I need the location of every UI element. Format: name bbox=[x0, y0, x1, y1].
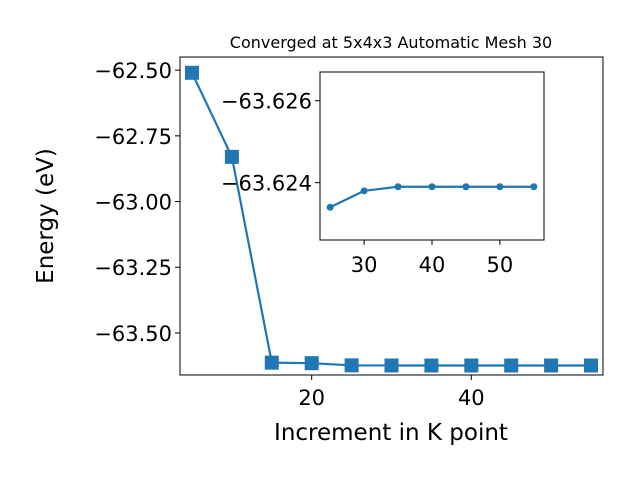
main-y-tick-label: −63.50 bbox=[94, 322, 172, 346]
x-axis-label: Increment in K point bbox=[274, 420, 508, 446]
main-data-point bbox=[424, 358, 439, 373]
main-y-tick-label: −62.75 bbox=[94, 125, 172, 149]
inset-data-point bbox=[496, 183, 504, 191]
inset-x-tick-label: 30 bbox=[351, 253, 378, 277]
main-y-tick-label: −62.50 bbox=[94, 59, 172, 83]
y-axis-label: Energy (eV) bbox=[33, 148, 59, 284]
main-y-tick-label: −63.25 bbox=[94, 256, 172, 280]
inset-axes-frame bbox=[319, 71, 545, 241]
inset-y-tick-label: −63.624 bbox=[221, 172, 312, 196]
main-data-point bbox=[184, 65, 199, 80]
main-data-point bbox=[264, 355, 279, 370]
main-x-tick-label: 40 bbox=[458, 386, 485, 410]
chart-title: Converged at 5x4x3 Automatic Mesh 30 bbox=[230, 33, 552, 52]
main-x-tick-label: 20 bbox=[298, 386, 325, 410]
main-data-point bbox=[464, 358, 479, 373]
main-data-point bbox=[224, 149, 239, 164]
main-data-point bbox=[344, 358, 359, 373]
inset-x-tick-label: 50 bbox=[487, 253, 514, 277]
inset-y-tick-label: −63.626 bbox=[221, 90, 312, 114]
main-data-point bbox=[504, 358, 519, 373]
inset-data-point bbox=[462, 183, 470, 191]
main-data-point bbox=[304, 356, 319, 371]
main-y-tick-label: −63.00 bbox=[94, 191, 172, 215]
inset-plot: 30 40 50 −63.626 −63.624 bbox=[221, 71, 545, 277]
inset-background bbox=[320, 72, 544, 240]
inset-x-tick-label: 40 bbox=[419, 253, 446, 277]
inset-data-point bbox=[530, 183, 538, 191]
inset-data-point bbox=[428, 183, 436, 191]
main-data-point bbox=[584, 358, 599, 373]
main-axes-frame bbox=[179, 56, 604, 376]
main-data-point bbox=[384, 358, 399, 373]
inset-data-point bbox=[360, 187, 368, 195]
main-plot: 20 40 −62.50 −62.75 −63.00 −63.25 −63.50 bbox=[94, 56, 604, 410]
inset-data-point bbox=[394, 183, 402, 191]
main-data-point bbox=[544, 358, 559, 373]
inset-data-point bbox=[326, 203, 334, 211]
